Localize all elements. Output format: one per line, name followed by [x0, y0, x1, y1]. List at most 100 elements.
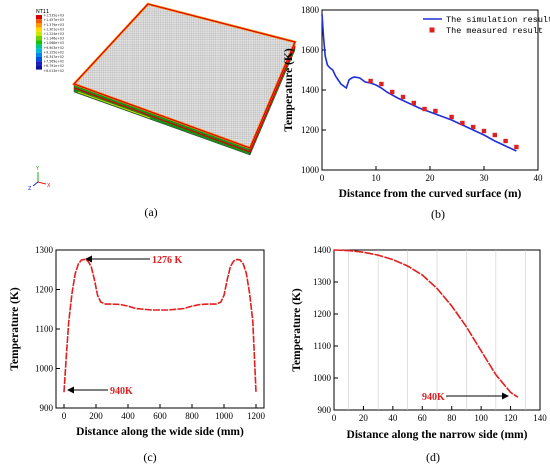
x-tick-label: 20	[426, 173, 436, 183]
color-bar-swatch	[36, 36, 42, 41]
panel-c: 0 200 400 600 800 1000 1200 900 1000 1100 1200 1300…	[9, 245, 266, 464]
y-tick-label: 1400	[313, 245, 332, 255]
measured-point	[481, 128, 487, 134]
color-bar-swatch	[36, 61, 42, 66]
mesh-slab-icon	[71, 2, 297, 156]
xlabel-b: Distance from the curved surface (m)	[339, 188, 522, 200]
ylabel-b: Temperature (K)	[283, 48, 295, 132]
x-tick-label: 0	[62, 411, 67, 421]
annotation-min-label: 940K	[110, 386, 133, 397]
x-tick-label: 40	[388, 413, 398, 423]
color-bar-swatch	[36, 27, 42, 32]
triad-x: X	[47, 183, 51, 189]
color-bar-value: +1.068e+03	[44, 41, 64, 45]
y-tick-label: 1200	[35, 285, 54, 295]
x-tick-label: 0	[332, 413, 337, 423]
x-tick-label: 80	[447, 413, 457, 423]
y-tick-label: 1100	[35, 324, 53, 334]
y-tick-label: 1200	[301, 125, 320, 135]
color-bar-value: +1.301e+03	[44, 27, 64, 31]
color-bar-value: +7.569e+02	[44, 60, 64, 64]
color-bar-swatch	[36, 48, 42, 53]
color-bar-value: +1.535e+03	[44, 14, 64, 18]
x-tick-label: 60	[418, 413, 428, 423]
color-bar-value: +1.224e+03	[44, 32, 64, 36]
ylabel-d: Temperature (K)	[291, 288, 303, 372]
panel-a: NT11 +1.535e+03+1.457e+03+1.379e+03+1.30…	[28, 2, 297, 219]
contour-legend: NT11 +1.535e+03+1.457e+03+1.379e+03+1.30…	[36, 9, 64, 73]
legend-label-measured: The measured result	[446, 26, 543, 36]
x-tick-label: 200	[89, 411, 103, 421]
y-tick-label: 1400	[301, 85, 320, 95]
caption-a: (a)	[144, 205, 157, 219]
color-bar-value: +8.347e+02	[44, 55, 64, 59]
measured-point	[390, 89, 395, 95]
measured-point	[471, 124, 476, 130]
xlabel-c: Distance along the wide side (mm)	[76, 426, 244, 438]
legend-label-simulation: The simulation result	[446, 15, 550, 25]
caption-d: (d)	[426, 450, 440, 464]
y-tick-label: 1300	[313, 277, 332, 287]
x-tick-label: 1200	[247, 411, 266, 421]
color-bar-swatch	[36, 23, 42, 28]
ylabel-c: Temperature (K)	[9, 287, 21, 371]
measured-point	[411, 100, 416, 106]
y-tick-label: 1000	[35, 364, 54, 374]
triad-z: Z	[28, 186, 32, 192]
series-wide-side-line	[63, 258, 257, 393]
color-bar-swatch	[36, 40, 42, 45]
measured-point	[379, 81, 384, 87]
color-bar-swatch	[36, 52, 42, 57]
y-tick-label: 900	[40, 403, 54, 413]
x-tick-label: 800	[185, 411, 199, 421]
measured-point	[460, 120, 465, 126]
color-bar-value: +6.791e+02	[44, 64, 64, 68]
annotation-min-label-d: 940K	[422, 392, 445, 403]
measured-point	[514, 144, 519, 150]
color-bar-value: +1.146e+03	[44, 37, 64, 41]
measured-point	[449, 114, 454, 120]
x-tick-label: 140	[533, 413, 547, 423]
panel-b: 0 10 20 30 40 1000 1200 1400 1600 1800 The simula…	[283, 5, 550, 221]
axis-triad-icon: Y X Z	[28, 166, 51, 192]
color-bar: +1.535e+03+1.457e+03+1.379e+03+1.301e+03…	[36, 14, 64, 73]
y-tick-label: 1300	[35, 245, 54, 255]
measured-point	[503, 138, 508, 144]
measured-point	[422, 106, 427, 112]
color-bar-swatch	[36, 57, 42, 62]
color-bar-value: +1.379e+03	[44, 23, 64, 27]
x-tick-label: 120	[504, 413, 518, 423]
measured-point	[400, 94, 406, 100]
x-tick-label: 100	[474, 413, 488, 423]
triad-y: Y	[35, 166, 40, 172]
color-bar-value: +9.125e+02	[44, 50, 64, 54]
series-measured-markers	[368, 78, 519, 150]
caption-b: (b)	[431, 207, 445, 221]
x-tick-label: 400	[121, 411, 135, 421]
xlabel-d: Distance along the narrow side (mm)	[347, 429, 528, 441]
color-bar-swatch	[36, 31, 42, 36]
x-tick-label: 600	[153, 411, 167, 421]
y-tick-label: 1000	[301, 165, 320, 175]
y-tick-label: 1200	[313, 309, 332, 319]
color-bar-swatch	[36, 44, 42, 49]
color-bar-value: +6.013e+02	[44, 69, 64, 73]
y-tick-label: 900	[318, 405, 332, 415]
x-tick-label: 1000	[215, 411, 234, 421]
y-tick-label: 1100	[313, 341, 331, 351]
ticks-d: 0 20 40 60 80 100 120 140 900 1000 1100 1200 1300 140…	[313, 245, 547, 423]
x-tick-label: 30	[480, 173, 490, 183]
ticks-b: 0 10 20 30 40 1000 1200 1400 1600 1800	[301, 5, 543, 183]
color-bar-swatch	[36, 15, 42, 20]
measured-point	[433, 108, 438, 114]
x-tick-label: 20	[359, 413, 369, 423]
series-narrow-side-line	[333, 249, 519, 398]
x-tick-label: 40	[534, 173, 544, 183]
color-bar-swatch	[36, 19, 42, 24]
color-bar-value: +1.457e+03	[44, 18, 64, 22]
plot-frame-c	[55, 249, 265, 409]
y-tick-label: 1600	[301, 45, 320, 55]
color-bar-swatch	[36, 65, 42, 70]
legend-b: The simulation result The measured resul…	[423, 15, 550, 36]
